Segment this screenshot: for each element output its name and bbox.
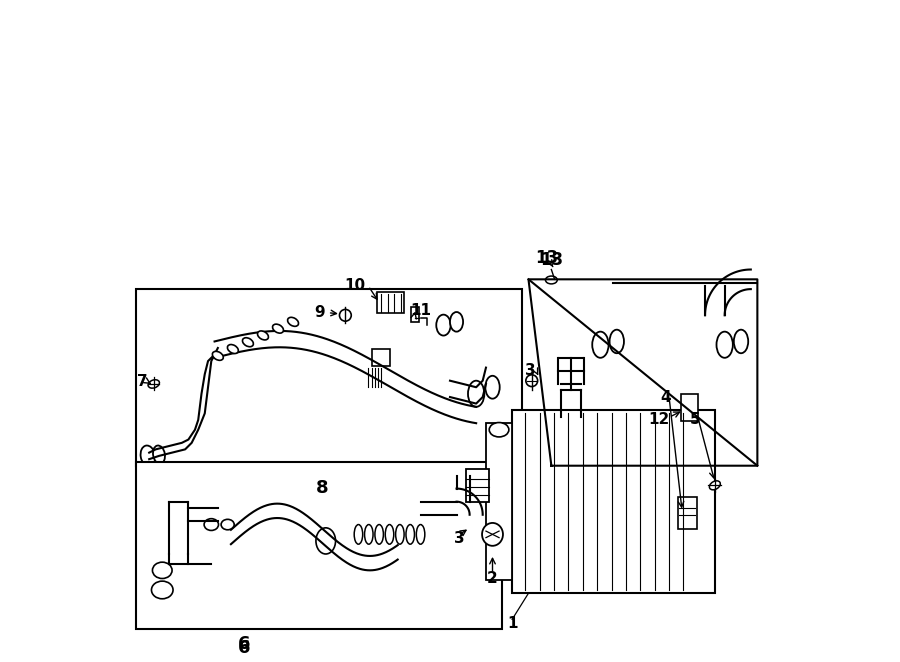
- Ellipse shape: [364, 524, 373, 544]
- Ellipse shape: [396, 524, 404, 544]
- Text: 13: 13: [536, 249, 558, 267]
- Text: 13: 13: [540, 251, 562, 269]
- Ellipse shape: [560, 440, 582, 458]
- Ellipse shape: [482, 523, 503, 545]
- Ellipse shape: [140, 446, 155, 466]
- Bar: [136, 289, 522, 465]
- Text: 3: 3: [454, 532, 465, 546]
- Text: 11: 11: [410, 303, 431, 318]
- Ellipse shape: [609, 330, 624, 354]
- Text: 2: 2: [487, 571, 498, 586]
- Ellipse shape: [485, 376, 500, 399]
- Text: 9: 9: [314, 305, 325, 320]
- Ellipse shape: [152, 562, 172, 579]
- Ellipse shape: [273, 324, 284, 333]
- Text: 3: 3: [525, 363, 535, 379]
- Text: 8: 8: [316, 479, 328, 496]
- Ellipse shape: [468, 381, 484, 407]
- Text: 7: 7: [137, 375, 148, 389]
- Ellipse shape: [151, 581, 173, 599]
- Ellipse shape: [375, 524, 383, 544]
- FancyBboxPatch shape: [372, 349, 391, 365]
- Bar: [410, 307, 419, 322]
- Ellipse shape: [339, 309, 351, 321]
- Bar: [466, 469, 490, 502]
- Ellipse shape: [734, 330, 748, 354]
- Text: 6: 6: [238, 635, 250, 653]
- Ellipse shape: [242, 338, 254, 347]
- Ellipse shape: [288, 317, 299, 326]
- FancyBboxPatch shape: [377, 293, 404, 313]
- Ellipse shape: [355, 524, 363, 544]
- Text: 12: 12: [649, 412, 670, 428]
- Ellipse shape: [490, 422, 508, 437]
- Text: 5: 5: [690, 412, 700, 428]
- Ellipse shape: [385, 524, 394, 544]
- Ellipse shape: [153, 446, 165, 463]
- Ellipse shape: [450, 312, 464, 332]
- Ellipse shape: [436, 314, 451, 336]
- FancyBboxPatch shape: [678, 497, 697, 529]
- Ellipse shape: [709, 481, 720, 490]
- Text: 10: 10: [345, 278, 365, 293]
- Bar: [486, 423, 512, 580]
- Ellipse shape: [204, 518, 219, 530]
- Ellipse shape: [716, 332, 733, 357]
- Ellipse shape: [526, 375, 537, 387]
- Bar: [512, 410, 715, 593]
- FancyBboxPatch shape: [680, 394, 698, 421]
- Ellipse shape: [228, 344, 238, 354]
- Ellipse shape: [545, 276, 557, 284]
- Ellipse shape: [221, 519, 234, 530]
- Text: 6: 6: [238, 639, 250, 657]
- Bar: [136, 463, 502, 629]
- Text: 1: 1: [507, 616, 517, 632]
- Ellipse shape: [316, 528, 336, 554]
- Ellipse shape: [406, 524, 415, 544]
- Ellipse shape: [212, 352, 223, 360]
- Ellipse shape: [561, 418, 581, 435]
- Ellipse shape: [257, 331, 268, 340]
- Ellipse shape: [592, 332, 608, 357]
- Ellipse shape: [417, 524, 425, 544]
- Text: 4: 4: [661, 389, 671, 404]
- Ellipse shape: [148, 380, 159, 388]
